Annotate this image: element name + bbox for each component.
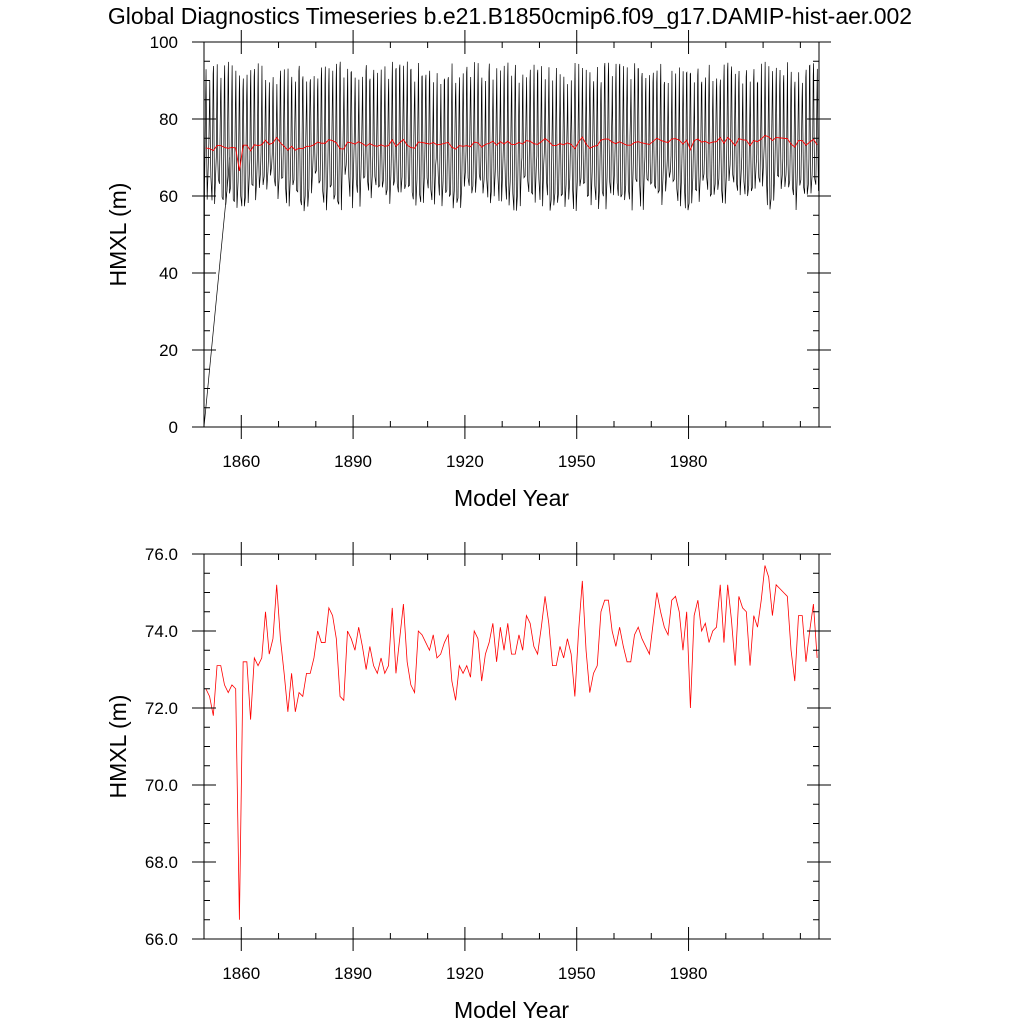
top-panel-monthly-start-ramp: [203, 157, 230, 428]
top-panel-x-tick-label: 1860: [222, 452, 260, 471]
bottom-panel-frame: [203, 553, 820, 940]
top-panel-x-tick-label: 1980: [670, 452, 708, 471]
top-panel-ticks: [192, 30, 831, 439]
top-panel-x-tick-label: 1890: [334, 452, 372, 471]
bottom-panel-y-axis-label: HMXL (m): [105, 695, 131, 799]
top-panel-x-axis-label: Model Year: [454, 485, 569, 511]
bottom-panel-y-tick-label: 72.0: [145, 699, 178, 718]
bottom-panel-x-tick-label: 1950: [558, 964, 596, 983]
bottom-panel-tick-labels: 1860 1890 1920 1950 1980 66.0 68.0 70.0 72.0 74.0…: [145, 545, 708, 983]
top-panel-lines: [203, 61, 819, 428]
top-panel-y-axis-label: HMXL (m): [105, 183, 131, 287]
bottom-panel-y-tick-label: 66.0: [145, 930, 178, 949]
bottom-panel-x-tick-label: 1920: [446, 964, 484, 983]
bottom-panel-x-tick-label: 1980: [670, 964, 708, 983]
figure-title: Global Diagnostics Timeseries b.e21.B185…: [108, 3, 912, 29]
top-panel-y-tick-label: 40: [159, 264, 178, 283]
bottom-panel-y-tick-label: 76.0: [145, 545, 178, 564]
top-panel-x-tick-label: 1920: [446, 452, 484, 471]
bottom-panel-x-axis-label: Model Year: [454, 997, 569, 1023]
bottom-panel-y-tick-label: 74.0: [145, 622, 178, 641]
bottom-panel-lines: [205, 565, 818, 920]
bottom-panel-x-tick-label: 1890: [334, 964, 372, 983]
top-panel-monthly-series-line: [203, 61, 819, 428]
top-panel-x-tick-label: 1950: [558, 452, 596, 471]
bottom-panel-ticks: [192, 542, 831, 951]
top-panel-y-tick-label: 80: [159, 110, 178, 129]
top-panel-y-tick-label: 100: [150, 33, 178, 52]
bottom-panel-y-tick-label: 70.0: [145, 776, 178, 795]
top-panel: 1860 1890 1920 1950 1980 0 20 40 60 80 100 Model Y…: [105, 30, 831, 511]
bottom-panel-annual-series-line: [205, 565, 818, 920]
top-panel-frame: [203, 41, 820, 428]
top-panel-annual-overlay-line: [205, 135, 818, 172]
bottom-panel: 1860 1890 1920 1950 1980 66.0 68.0 70.0 72.0 74.0…: [105, 542, 831, 1023]
top-panel-tick-labels: 1860 1890 1920 1950 1980 0 20 40 60 80 100: [150, 33, 708, 471]
bottom-panel-y-tick-label: 68.0: [145, 853, 178, 872]
top-panel-y-tick-label: 60: [159, 187, 178, 206]
top-panel-y-tick-label: 0: [169, 418, 178, 437]
bottom-panel-x-tick-label: 1860: [222, 964, 260, 983]
top-panel-y-tick-label: 20: [159, 341, 178, 360]
